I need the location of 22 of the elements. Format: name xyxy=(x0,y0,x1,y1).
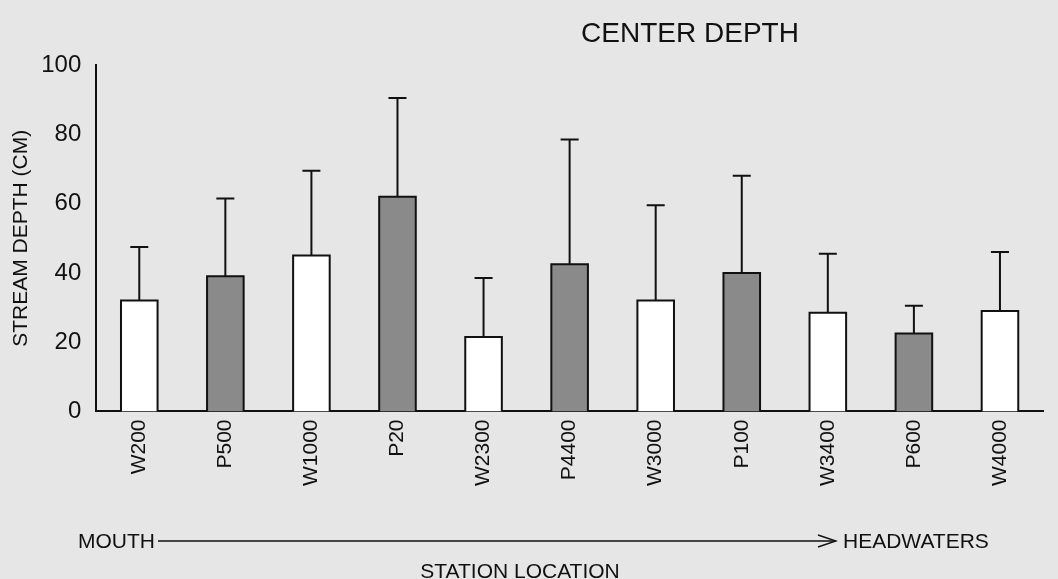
y-tick-label: 20 xyxy=(54,326,82,354)
y-tick-label: 40 xyxy=(54,257,82,285)
x-tick-label: W2300 xyxy=(470,419,494,487)
x-tick-label: W3400 xyxy=(814,419,838,487)
chart-title: CENTER DEPTH xyxy=(581,16,799,48)
y-tick-label: 0 xyxy=(67,396,82,424)
y-tick-label: 80 xyxy=(54,118,82,146)
x-tick-label: W200 xyxy=(126,419,150,475)
x-tick-label: P100 xyxy=(728,419,752,469)
x-tick-label: P600 xyxy=(900,419,924,469)
y-tick-label: 100 xyxy=(41,49,82,77)
x-tick-label: W3000 xyxy=(642,419,666,487)
text: MOUTH xyxy=(78,528,155,552)
x-tick-label: P20 xyxy=(384,419,408,457)
text: HEADWATERS xyxy=(843,528,989,552)
x-tick-label: P500 xyxy=(212,419,236,469)
x-tick-label: W4000 xyxy=(986,419,1010,487)
y-axis-title: STREAM DEPTH (CM) xyxy=(8,129,32,347)
x-tick-label: P4400 xyxy=(556,419,580,481)
y-tick-label: 60 xyxy=(54,188,82,216)
x-axis-title: STATION LOCATION xyxy=(420,558,620,579)
x-tick-label: W1000 xyxy=(298,419,322,487)
